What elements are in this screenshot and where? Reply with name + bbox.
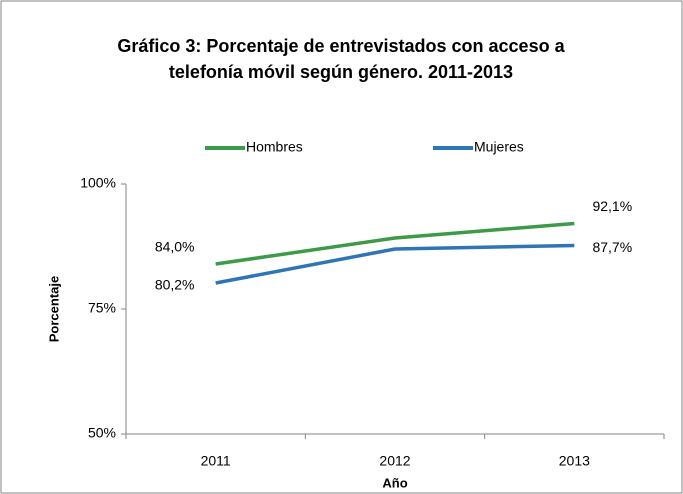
- y-axis-title: Porcentaje: [46, 276, 61, 342]
- series-line: [215, 221, 575, 266]
- data-label: 87,7%: [592, 239, 632, 255]
- data-label: 80,2%: [155, 277, 195, 293]
- chart-title: telefonía móvil según género. 2011-2013: [169, 62, 513, 82]
- x-axis-title: Año: [382, 475, 407, 490]
- x-tick-label: 2012: [379, 453, 410, 469]
- data-label: 92,1%: [592, 198, 632, 214]
- x-tick-label: 2011: [201, 453, 231, 469]
- x-tick-label: 2013: [559, 453, 590, 469]
- legend-label: Mujeres: [474, 139, 524, 155]
- series-line: [215, 243, 575, 285]
- y-tick-label: 50%: [88, 425, 116, 441]
- y-tick-label: 100%: [80, 175, 116, 191]
- y-tick-label: 75%: [88, 300, 116, 316]
- chart-title: Gráfico 3: Porcentaje de entrevistados c…: [117, 36, 565, 56]
- data-label: 84,0%: [155, 239, 195, 255]
- legend-label: Hombres: [246, 139, 303, 155]
